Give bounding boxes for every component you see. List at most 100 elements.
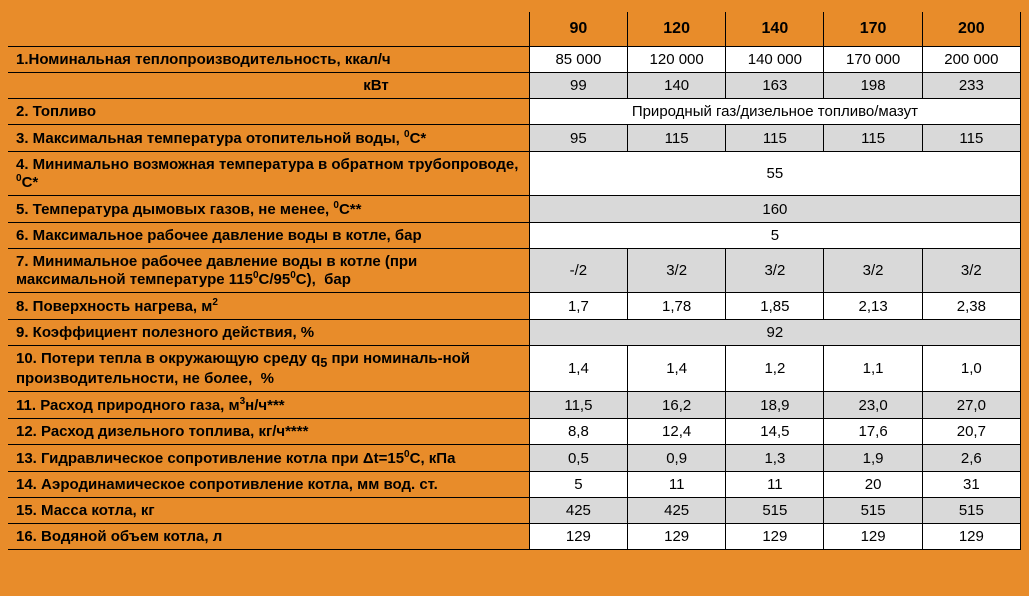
cell: 2,38 bbox=[922, 293, 1020, 320]
col-140: 140 bbox=[726, 12, 824, 47]
cell: 1,4 bbox=[628, 346, 726, 392]
cell: 3/2 bbox=[824, 249, 922, 293]
cell: 20 bbox=[824, 472, 922, 498]
cell: 515 bbox=[922, 498, 1020, 524]
cell: 1,2 bbox=[726, 346, 824, 392]
cell: 1,9 bbox=[824, 445, 922, 472]
cell: 129 bbox=[824, 524, 922, 550]
row-label: 6. Максимальное рабочее давление воды в … bbox=[8, 223, 529, 249]
cell: 198 bbox=[824, 73, 922, 99]
table-row: 14. Аэродинамическое сопротивление котла… bbox=[8, 472, 1021, 498]
cell: 0,9 bbox=[628, 445, 726, 472]
cell: 3/2 bbox=[628, 249, 726, 293]
cell: 115 bbox=[824, 125, 922, 152]
cell: 11 bbox=[628, 472, 726, 498]
table-row: 1.Номинальная теплопроизводительность, к… bbox=[8, 47, 1021, 73]
cell: 2,6 bbox=[922, 445, 1020, 472]
row-span-value: Природный газ/дизельное топливо/мазут bbox=[529, 99, 1020, 125]
cell: 16,2 bbox=[628, 392, 726, 419]
table-row: 5. Температура дымовых газов, не менее, … bbox=[8, 196, 1021, 223]
cell: 95 bbox=[529, 125, 627, 152]
col-90: 90 bbox=[529, 12, 627, 47]
cell: 20,7 bbox=[922, 419, 1020, 445]
row-label: 1.Номинальная теплопроизводительность, к… bbox=[8, 47, 529, 73]
row-label: 4. Минимально возможная температура в об… bbox=[8, 152, 529, 196]
table-row: 2. ТопливоПриродный газ/дизельное топлив… bbox=[8, 99, 1021, 125]
col-200: 200 bbox=[922, 12, 1020, 47]
row-span-value: 5 bbox=[529, 223, 1020, 249]
cell: 115 bbox=[628, 125, 726, 152]
row-label: 9. Коэффициент полезного действия, % bbox=[8, 320, 529, 346]
cell: 85 000 bbox=[529, 47, 627, 73]
cell: 1,85 bbox=[726, 293, 824, 320]
cell: 140 bbox=[628, 73, 726, 99]
cell: 140 000 bbox=[726, 47, 824, 73]
cell: 233 bbox=[922, 73, 1020, 99]
cell: 31 bbox=[922, 472, 1020, 498]
row-label: 7. Минимальное рабочее давление воды в к… bbox=[8, 249, 529, 293]
row-label: 11. Расход природного газа, м3н/ч*** bbox=[8, 392, 529, 419]
row-label: 14. Аэродинамическое сопротивление котла… bbox=[8, 472, 529, 498]
row-label: 5. Температура дымовых газов, не менее, … bbox=[8, 196, 529, 223]
row-label: 8. Поверхность нагрева, м2 bbox=[8, 293, 529, 320]
cell: 129 bbox=[529, 524, 627, 550]
cell: 3/2 bbox=[726, 249, 824, 293]
cell: 200 000 bbox=[922, 47, 1020, 73]
table-row: 12. Расход дизельного топлива, кг/ч****8… bbox=[8, 419, 1021, 445]
cell: 2,13 bbox=[824, 293, 922, 320]
table-row: 16. Водяной объем котла, л12912912912912… bbox=[8, 524, 1021, 550]
table-row: 4. Минимально возможная температура в об… bbox=[8, 152, 1021, 196]
row-label: 2. Топливо bbox=[8, 99, 529, 125]
row-span-value: 160 bbox=[529, 196, 1020, 223]
cell: 18,9 bbox=[726, 392, 824, 419]
cell: 17,6 bbox=[824, 419, 922, 445]
cell: 0,5 bbox=[529, 445, 627, 472]
cell: 14,5 bbox=[726, 419, 824, 445]
table-row: 3. Максимальная температура отопительной… bbox=[8, 125, 1021, 152]
cell: 1,1 bbox=[824, 346, 922, 392]
cell: 515 bbox=[726, 498, 824, 524]
cell: 11,5 bbox=[529, 392, 627, 419]
cell: -/2 bbox=[529, 249, 627, 293]
col-120: 120 bbox=[628, 12, 726, 47]
cell: 163 bbox=[726, 73, 824, 99]
cell: 115 bbox=[726, 125, 824, 152]
cell: 1,7 bbox=[529, 293, 627, 320]
row-label: 3. Максимальная температура отопительной… bbox=[8, 125, 529, 152]
cell: 27,0 bbox=[922, 392, 1020, 419]
cell: 8,8 bbox=[529, 419, 627, 445]
cell: 99 bbox=[529, 73, 627, 99]
row-label: 10. Потери тепла в окружающую среду q5 п… bbox=[8, 346, 529, 392]
table-row: 15. Масса котла, кг425425515515515 bbox=[8, 498, 1021, 524]
cell: 515 bbox=[824, 498, 922, 524]
row-label: 16. Водяной объем котла, л bbox=[8, 524, 529, 550]
cell: 120 000 bbox=[628, 47, 726, 73]
cell: 170 000 bbox=[824, 47, 922, 73]
cell: 1,3 bbox=[726, 445, 824, 472]
cell: 23,0 bbox=[824, 392, 922, 419]
cell: 11 bbox=[726, 472, 824, 498]
cell: 5 bbox=[529, 472, 627, 498]
header-row: 90 120 140 170 200 bbox=[8, 12, 1021, 47]
table-row: 9. Коэффициент полезного действия, %92 bbox=[8, 320, 1021, 346]
table-row: 13. Гидравлическое сопротивление котла п… bbox=[8, 445, 1021, 472]
row-span-value: 92 bbox=[529, 320, 1020, 346]
cell: 425 bbox=[628, 498, 726, 524]
table-row: 7. Минимальное рабочее давление воды в к… bbox=[8, 249, 1021, 293]
table-row: 8. Поверхность нагрева, м21,71,781,852,1… bbox=[8, 293, 1021, 320]
cell: 425 bbox=[529, 498, 627, 524]
table-row: кВт99140163198233 bbox=[8, 73, 1021, 99]
spec-table: 90 120 140 170 200 1.Номинальная теплопр… bbox=[8, 12, 1021, 550]
cell: 1,0 bbox=[922, 346, 1020, 392]
row-label: 13. Гидравлическое сопротивление котла п… bbox=[8, 445, 529, 472]
table-row: 10. Потери тепла в окружающую среду q5 п… bbox=[8, 346, 1021, 392]
col-170: 170 bbox=[824, 12, 922, 47]
row-label: кВт bbox=[8, 73, 529, 99]
cell: 115 bbox=[922, 125, 1020, 152]
cell: 3/2 bbox=[922, 249, 1020, 293]
table-row: 11. Расход природного газа, м3н/ч***11,5… bbox=[8, 392, 1021, 419]
row-span-value: 55 bbox=[529, 152, 1020, 196]
cell: 129 bbox=[922, 524, 1020, 550]
row-label: 12. Расход дизельного топлива, кг/ч**** bbox=[8, 419, 529, 445]
row-label: 15. Масса котла, кг bbox=[8, 498, 529, 524]
